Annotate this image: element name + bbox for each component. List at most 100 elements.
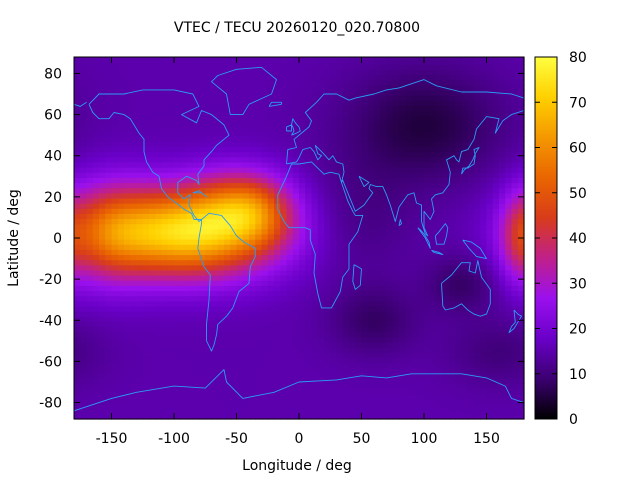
heatmap-cell (255, 357, 263, 364)
heatmap-cell (180, 403, 188, 410)
heatmap-cell (117, 285, 125, 292)
heatmap-cell (492, 203, 500, 209)
heatmap-cell (86, 187, 94, 194)
heatmap-cell (430, 295, 438, 302)
heatmap-cell (355, 388, 363, 394)
heatmap-cell (167, 218, 175, 225)
heatmap-cell (111, 275, 119, 281)
heatmap-cell (255, 146, 263, 153)
heatmap-cell (355, 197, 363, 204)
heatmap-cell (136, 89, 144, 96)
heatmap-cell (224, 161, 231, 168)
heatmap-cell (461, 290, 469, 297)
heatmap-cell (261, 393, 269, 400)
heatmap-cell (405, 223, 413, 230)
heatmap-cell (417, 316, 425, 322)
heatmap-cell (324, 352, 331, 358)
heatmap-cell (374, 203, 381, 209)
heatmap-cell (205, 383, 213, 389)
heatmap-cell (292, 110, 300, 117)
heatmap-cell (511, 321, 519, 328)
heatmap-cell (449, 347, 456, 353)
heatmap-cell (149, 95, 156, 101)
heatmap-cell (486, 403, 494, 410)
heatmap-cell (255, 161, 263, 168)
heatmap-cell (149, 110, 156, 117)
heatmap-cell (511, 89, 519, 96)
heatmap-cell (380, 141, 388, 148)
heatmap-cell (442, 403, 450, 410)
heatmap-cell (211, 285, 219, 292)
heatmap-cell (92, 182, 100, 189)
heatmap-cell (380, 213, 388, 220)
heatmap-cell (86, 357, 94, 364)
heatmap-cell (74, 105, 81, 112)
heatmap-cell (167, 326, 175, 333)
heatmap-cell (386, 151, 394, 158)
heatmap-cell (292, 377, 300, 384)
heatmap-cell (299, 203, 306, 209)
heatmap-cell (430, 352, 438, 358)
heatmap-cell (86, 177, 94, 184)
heatmap-cell (174, 115, 181, 122)
heatmap-cell (436, 331, 444, 338)
heatmap-cell (255, 321, 263, 328)
heatmap-cell (380, 239, 388, 245)
heatmap-cell (199, 264, 206, 271)
heatmap-cell (142, 408, 150, 415)
heatmap-cell (299, 105, 306, 112)
heatmap-cell (424, 383, 431, 389)
heatmap-cell (92, 316, 100, 322)
heatmap-cell (355, 182, 363, 189)
heatmap-cell (417, 336, 425, 343)
heatmap-cell (224, 259, 231, 266)
heatmap-cell (211, 213, 219, 220)
heatmap-cell (142, 275, 150, 281)
heatmap-cell (105, 213, 113, 220)
heatmap-cell (211, 64, 219, 70)
heatmap-cell (417, 115, 425, 122)
heatmap-cell (211, 264, 219, 271)
heatmap-cell (499, 341, 506, 348)
heatmap-cell (274, 146, 281, 153)
heatmap-cell (136, 167, 144, 173)
heatmap-cell (236, 408, 244, 415)
heatmap-cell (280, 131, 288, 137)
heatmap-cell (324, 172, 331, 178)
heatmap-cell (242, 285, 250, 292)
heatmap-cell (449, 254, 456, 261)
heatmap-cell (130, 280, 138, 286)
heatmap-cell (174, 177, 181, 184)
heatmap-cell (124, 141, 131, 148)
heatmap-cell (449, 336, 456, 343)
heatmap-cell (317, 352, 325, 358)
heatmap-cell (292, 223, 300, 230)
heatmap-cell (436, 372, 444, 379)
heatmap-cell (224, 413, 231, 420)
heatmap-cell (374, 264, 381, 271)
heatmap-cell (430, 156, 438, 163)
heatmap-cell (317, 305, 325, 312)
heatmap-cell (292, 136, 300, 142)
heatmap-cell (230, 244, 238, 250)
heatmap-cell (117, 275, 125, 281)
heatmap-cell (205, 136, 213, 142)
heatmap-cell (505, 357, 513, 364)
heatmap-cell (74, 275, 81, 281)
heatmap-cell (249, 377, 256, 384)
heatmap-cell (236, 115, 244, 122)
heatmap-cell (211, 377, 219, 384)
heatmap-cell (399, 69, 406, 76)
heatmap-cell (405, 244, 413, 250)
heatmap-cell (436, 321, 444, 328)
heatmap-cell (117, 203, 125, 209)
heatmap-cell (317, 203, 325, 209)
heatmap-cell (505, 136, 513, 142)
heatmap-cell (224, 269, 231, 276)
heatmap-cell (474, 203, 481, 209)
heatmap-cell (299, 269, 306, 276)
heatmap-cell (386, 377, 394, 384)
heatmap-cell (517, 151, 525, 158)
heatmap-cell (155, 120, 163, 127)
heatmap-cell (411, 182, 419, 189)
